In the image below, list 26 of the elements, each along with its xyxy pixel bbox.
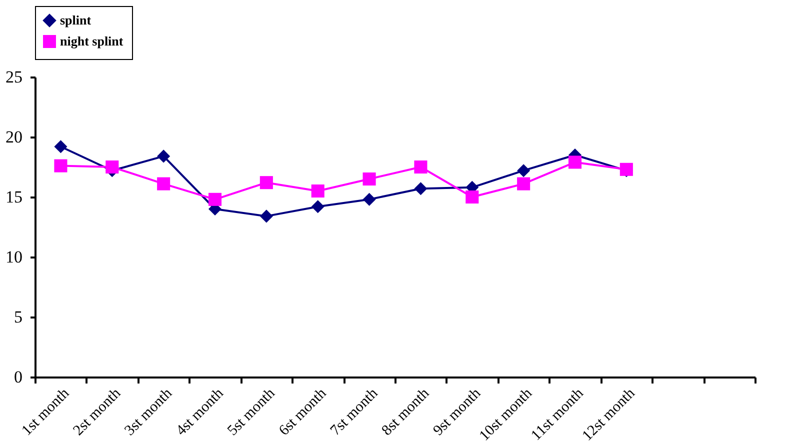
y-tick-label: 15: [6, 188, 22, 206]
y-tick-label: 10: [6, 248, 22, 266]
point: [260, 176, 273, 190]
point: [517, 164, 530, 178]
point: [362, 172, 376, 186]
point: [208, 192, 222, 206]
legend-label: night splint: [60, 34, 124, 48]
point: [106, 160, 119, 174]
point: [414, 160, 428, 174]
point: [311, 200, 324, 214]
y-tick-label: 20: [6, 128, 22, 146]
point: [157, 150, 170, 163]
point: [157, 177, 170, 190]
point: [311, 184, 324, 198]
point: [260, 210, 273, 223]
y-tick-label: 0: [14, 368, 22, 386]
point: [362, 192, 376, 206]
y-tick-label: 5: [14, 308, 22, 326]
point: [517, 177, 530, 190]
point: [568, 156, 582, 169]
legend-label: splint: [60, 12, 92, 28]
y-tick-label: 25: [6, 68, 22, 86]
point: [54, 140, 68, 154]
point: [466, 190, 479, 204]
point: [54, 159, 68, 172]
point: [414, 182, 428, 196]
